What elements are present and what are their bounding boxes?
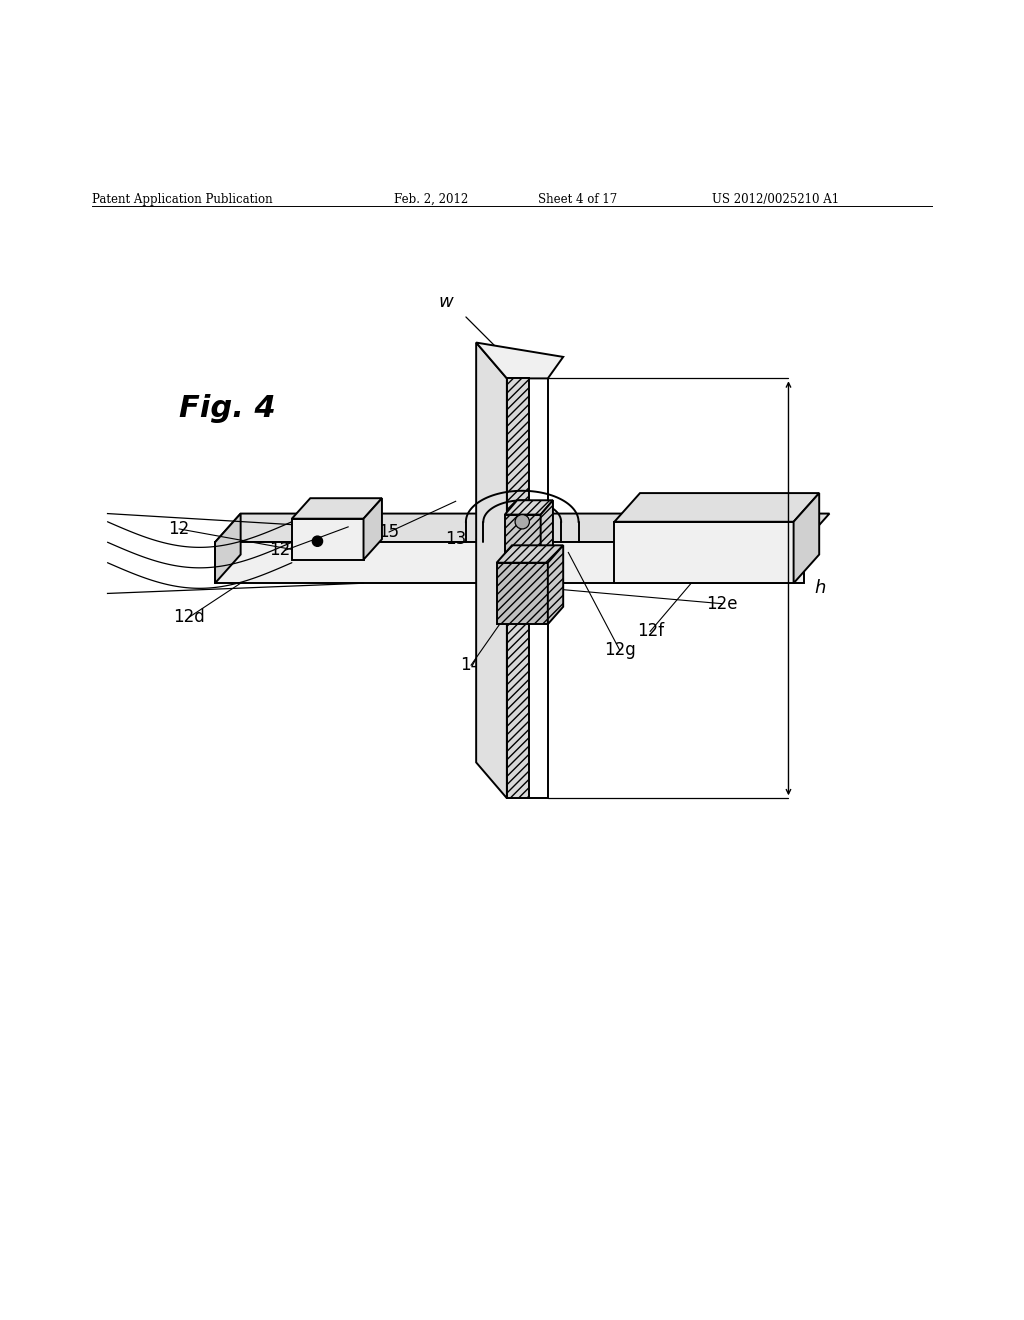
Text: Sheet 4 of 17: Sheet 4 of 17 <box>538 193 616 206</box>
Text: 12: 12 <box>169 520 189 539</box>
Polygon shape <box>505 515 541 562</box>
Polygon shape <box>541 500 553 562</box>
Polygon shape <box>505 500 553 515</box>
Polygon shape <box>292 498 382 519</box>
Text: l: l <box>525 467 529 486</box>
Text: 14: 14 <box>461 656 481 675</box>
Text: 12d: 12d <box>173 609 206 626</box>
Text: 12f: 12f <box>637 622 664 640</box>
Polygon shape <box>215 513 829 543</box>
Polygon shape <box>215 513 241 583</box>
Polygon shape <box>215 543 804 583</box>
Text: Fig. 4: Fig. 4 <box>179 393 275 422</box>
Text: Feb. 2, 2012: Feb. 2, 2012 <box>394 193 469 206</box>
Text: 12b: 12b <box>268 541 301 560</box>
Polygon shape <box>507 379 548 799</box>
Circle shape <box>312 536 323 546</box>
Polygon shape <box>507 379 529 799</box>
Polygon shape <box>614 521 794 583</box>
Polygon shape <box>292 519 364 560</box>
Text: 12g: 12g <box>603 640 636 659</box>
Text: 13: 13 <box>444 531 466 548</box>
Circle shape <box>515 515 529 529</box>
Text: US 2012/0025210 A1: US 2012/0025210 A1 <box>712 193 839 206</box>
Polygon shape <box>497 545 563 562</box>
Polygon shape <box>364 498 382 560</box>
Polygon shape <box>497 562 548 624</box>
Text: h: h <box>814 579 825 598</box>
Text: 15: 15 <box>379 523 399 541</box>
Polygon shape <box>614 494 819 521</box>
Polygon shape <box>548 545 563 624</box>
Text: w: w <box>438 293 453 310</box>
Polygon shape <box>476 343 563 379</box>
Text: 12e: 12e <box>707 595 737 612</box>
Polygon shape <box>794 494 819 583</box>
Text: Patent Application Publication: Patent Application Publication <box>92 193 272 206</box>
Polygon shape <box>476 343 507 799</box>
